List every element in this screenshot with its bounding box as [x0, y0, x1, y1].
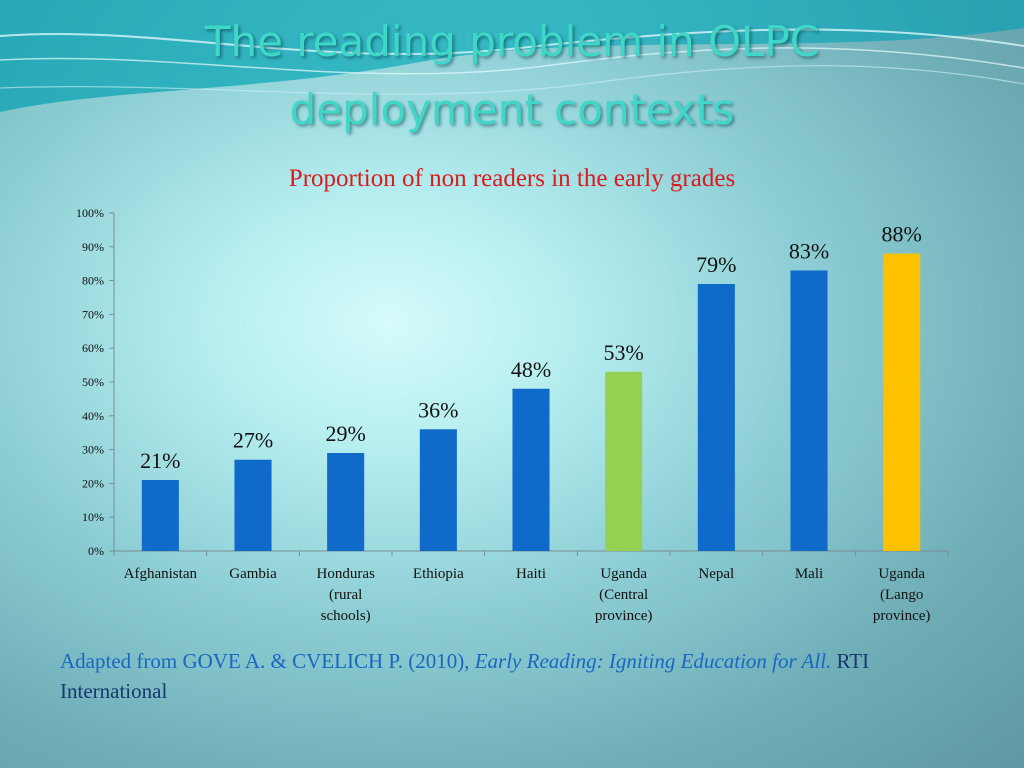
y-tick-label: 40%: [82, 409, 104, 423]
data-label: 21%: [140, 448, 180, 473]
category-label: Afghanistan: [124, 566, 198, 582]
category-label-line: (Lango: [880, 587, 923, 603]
bar: [790, 270, 828, 551]
category-label-line: schools): [321, 608, 371, 624]
y-tick-label: 60%: [82, 341, 104, 355]
category-label: Nepal: [698, 566, 734, 582]
slide-title-line-1: The reading problem in OLPC: [204, 17, 820, 66]
bar: [141, 480, 179, 551]
category-label: Mali: [795, 566, 823, 582]
category-label-line: Mali: [795, 566, 823, 582]
category-label-line: (Central: [599, 587, 648, 603]
y-tick-label: 100%: [76, 206, 104, 220]
y-tick-label: 70%: [82, 307, 104, 321]
data-label: 48%: [511, 357, 551, 382]
bar: [605, 371, 643, 551]
slide-title-line-2: deployment contexts: [289, 85, 735, 134]
source-publisher: RTI International: [60, 649, 870, 703]
bar: [327, 452, 365, 551]
y-tick-label: 90%: [82, 240, 104, 254]
data-label: 83%: [789, 238, 829, 263]
source-citation: Adapted from GOVE A. & CVELICH P. (2010)…: [60, 646, 960, 706]
y-tick-label: 30%: [82, 443, 104, 457]
data-label: 88%: [882, 222, 922, 247]
category-label-line: Gambia: [229, 566, 277, 582]
bar: [883, 253, 921, 551]
bar: [697, 283, 735, 551]
category-label-line: province): [595, 608, 652, 624]
category-label-line: Haiti: [516, 566, 546, 582]
category-label-line: (rural: [329, 587, 362, 603]
category-label: Ethiopia: [413, 566, 464, 582]
category-label: Honduras (rural schools): [317, 566, 375, 624]
y-tick-label: 0%: [88, 544, 104, 558]
bar: [234, 459, 272, 551]
category-label-line: Nepal: [698, 566, 734, 582]
data-label: 79%: [696, 252, 736, 277]
data-label: 36%: [418, 397, 458, 422]
bar: [419, 429, 457, 551]
category-label-line: Uganda: [878, 566, 925, 582]
y-tick-label: 20%: [82, 476, 104, 490]
y-tick-label: 50%: [82, 375, 104, 389]
category-label: Uganda (Central province): [595, 566, 652, 624]
data-label: 29%: [326, 421, 366, 446]
chart-title: Proportion of non readers in the early g…: [288, 165, 736, 192]
category-label-line: Uganda: [600, 566, 647, 582]
source-title: Early Reading: Igniting Education for Al…: [474, 649, 832, 673]
bar: [512, 388, 550, 551]
category-label-line: Honduras: [317, 566, 375, 582]
data-label: 53%: [604, 340, 644, 365]
category-label-line: Ethiopia: [413, 566, 464, 582]
source-prefix: Adapted from GOVE A. & CVELICH P. (2010)…: [60, 649, 475, 673]
y-tick-label: 80%: [82, 274, 104, 288]
category-label-line: province): [873, 608, 930, 624]
category-label: Uganda (Lango province): [873, 566, 930, 624]
data-label: 27%: [233, 428, 273, 453]
y-tick-label: 10%: [82, 510, 104, 524]
category-label: Gambia: [229, 566, 277, 582]
category-label: Haiti: [516, 566, 546, 582]
category-label-line: Afghanistan: [124, 566, 198, 582]
bar-chart: 0% 10% 20% 30% 40% 50% 60% 70% 80% 90% 100% 21% Afgh…: [76, 206, 949, 624]
